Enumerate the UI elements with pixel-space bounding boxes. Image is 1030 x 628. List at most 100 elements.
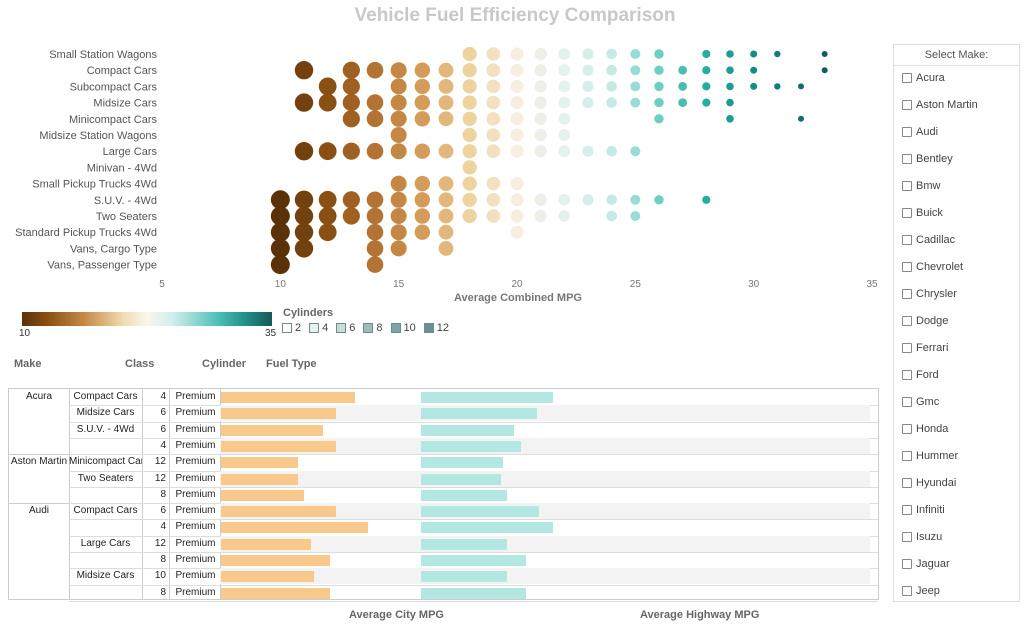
data-point[interactable] <box>630 97 641 108</box>
data-point[interactable] <box>558 145 571 158</box>
data-point[interactable] <box>582 97 594 109</box>
data-point[interactable] <box>486 47 501 61</box>
highway-mpg-bar[interactable] <box>421 473 501 485</box>
data-point[interactable] <box>486 209 501 223</box>
data-point[interactable] <box>438 143 454 159</box>
data-point[interactable] <box>534 209 547 223</box>
data-point[interactable] <box>390 78 407 95</box>
data-point[interactable] <box>270 190 290 210</box>
data-point[interactable] <box>678 65 688 75</box>
make-checkbox[interactable] <box>902 397 912 407</box>
data-point[interactable] <box>630 194 641 205</box>
make-option[interactable]: Cadillac <box>902 232 955 248</box>
data-point[interactable] <box>558 210 571 222</box>
make-option[interactable]: Bentley <box>902 151 953 167</box>
data-point[interactable] <box>318 93 337 112</box>
make-option[interactable]: Hummer <box>902 448 958 464</box>
data-point[interactable] <box>486 95 501 110</box>
city-mpg-bar[interactable] <box>221 457 298 469</box>
data-point[interactable] <box>438 111 454 127</box>
data-point[interactable] <box>390 110 407 127</box>
data-point[interactable] <box>414 94 431 111</box>
data-point[interactable] <box>486 144 501 158</box>
data-point[interactable] <box>486 193 501 207</box>
data-point[interactable] <box>678 82 688 91</box>
data-point[interactable] <box>390 191 407 208</box>
make-checkbox[interactable] <box>902 154 912 164</box>
data-point[interactable] <box>630 49 641 59</box>
highway-mpg-bar[interactable] <box>421 392 553 403</box>
data-point[interactable] <box>534 112 547 126</box>
make-option[interactable]: Jaguar <box>902 556 950 572</box>
data-point[interactable] <box>750 82 758 90</box>
data-point[interactable] <box>558 64 571 77</box>
make-option[interactable]: Gmc <box>902 394 939 410</box>
data-point[interactable] <box>462 176 477 191</box>
highway-mpg-bar[interactable] <box>421 571 508 583</box>
data-point[interactable] <box>582 48 594 60</box>
data-point[interactable] <box>821 51 828 57</box>
data-point[interactable] <box>390 62 407 79</box>
data-point[interactable] <box>390 127 407 143</box>
make-checkbox[interactable] <box>902 370 912 380</box>
make-checkbox[interactable] <box>902 262 912 272</box>
data-point[interactable] <box>342 142 360 160</box>
highway-mpg-bar[interactable] <box>421 538 508 550</box>
data-point[interactable] <box>534 47 547 61</box>
data-point[interactable] <box>366 256 384 273</box>
make-checkbox[interactable] <box>902 478 912 488</box>
data-point[interactable] <box>534 63 547 77</box>
data-point[interactable] <box>270 238 290 258</box>
data-point[interactable] <box>582 194 594 206</box>
highway-mpg-bar[interactable] <box>421 440 522 452</box>
data-point[interactable] <box>294 142 314 161</box>
data-point[interactable] <box>366 207 384 225</box>
data-point[interactable] <box>342 191 360 209</box>
data-point[interactable] <box>510 193 524 207</box>
data-point[interactable] <box>582 145 594 157</box>
make-option[interactable]: Acura <box>902 70 945 86</box>
make-checkbox[interactable] <box>902 73 912 83</box>
data-point[interactable] <box>438 79 454 94</box>
data-point[interactable] <box>294 60 314 80</box>
city-mpg-bar[interactable] <box>221 440 337 452</box>
data-point[interactable] <box>726 98 734 107</box>
data-point[interactable] <box>606 194 617 206</box>
city-mpg-bar[interactable] <box>221 489 305 501</box>
data-point[interactable] <box>702 195 711 204</box>
data-point[interactable] <box>702 66 711 75</box>
city-mpg-bar[interactable] <box>221 522 369 534</box>
highway-mpg-bar[interactable] <box>421 457 503 469</box>
data-point[interactable] <box>558 96 571 109</box>
data-point[interactable] <box>606 145 617 157</box>
data-point[interactable] <box>390 240 407 257</box>
data-point[interactable] <box>318 223 337 242</box>
data-point[interactable] <box>510 177 524 191</box>
data-point[interactable] <box>630 146 641 157</box>
make-option[interactable]: Infiniti <box>902 502 945 518</box>
data-point[interactable] <box>462 79 477 94</box>
city-mpg-bar[interactable] <box>221 571 314 583</box>
data-point[interactable] <box>654 114 664 124</box>
data-point[interactable] <box>654 195 664 205</box>
data-point[interactable] <box>438 241 454 256</box>
data-point[interactable] <box>558 48 571 60</box>
data-point[interactable] <box>558 193 571 206</box>
make-checkbox[interactable] <box>902 235 912 245</box>
data-point[interactable] <box>486 79 501 94</box>
data-point[interactable] <box>510 209 524 223</box>
data-point[interactable] <box>462 160 477 175</box>
make-checkbox[interactable] <box>902 586 912 596</box>
data-point[interactable] <box>270 222 290 242</box>
data-point[interactable] <box>654 81 664 92</box>
data-point[interactable] <box>414 78 431 95</box>
data-point[interactable] <box>774 83 781 90</box>
data-point[interactable] <box>726 50 734 58</box>
make-option[interactable]: Aston Martin <box>902 97 978 113</box>
make-option[interactable]: Dodge <box>902 313 948 329</box>
data-point[interactable] <box>558 112 571 125</box>
data-point[interactable] <box>606 81 617 92</box>
city-mpg-bar[interactable] <box>221 424 324 436</box>
data-point[interactable] <box>558 129 571 141</box>
highway-mpg-bar[interactable] <box>421 555 526 566</box>
